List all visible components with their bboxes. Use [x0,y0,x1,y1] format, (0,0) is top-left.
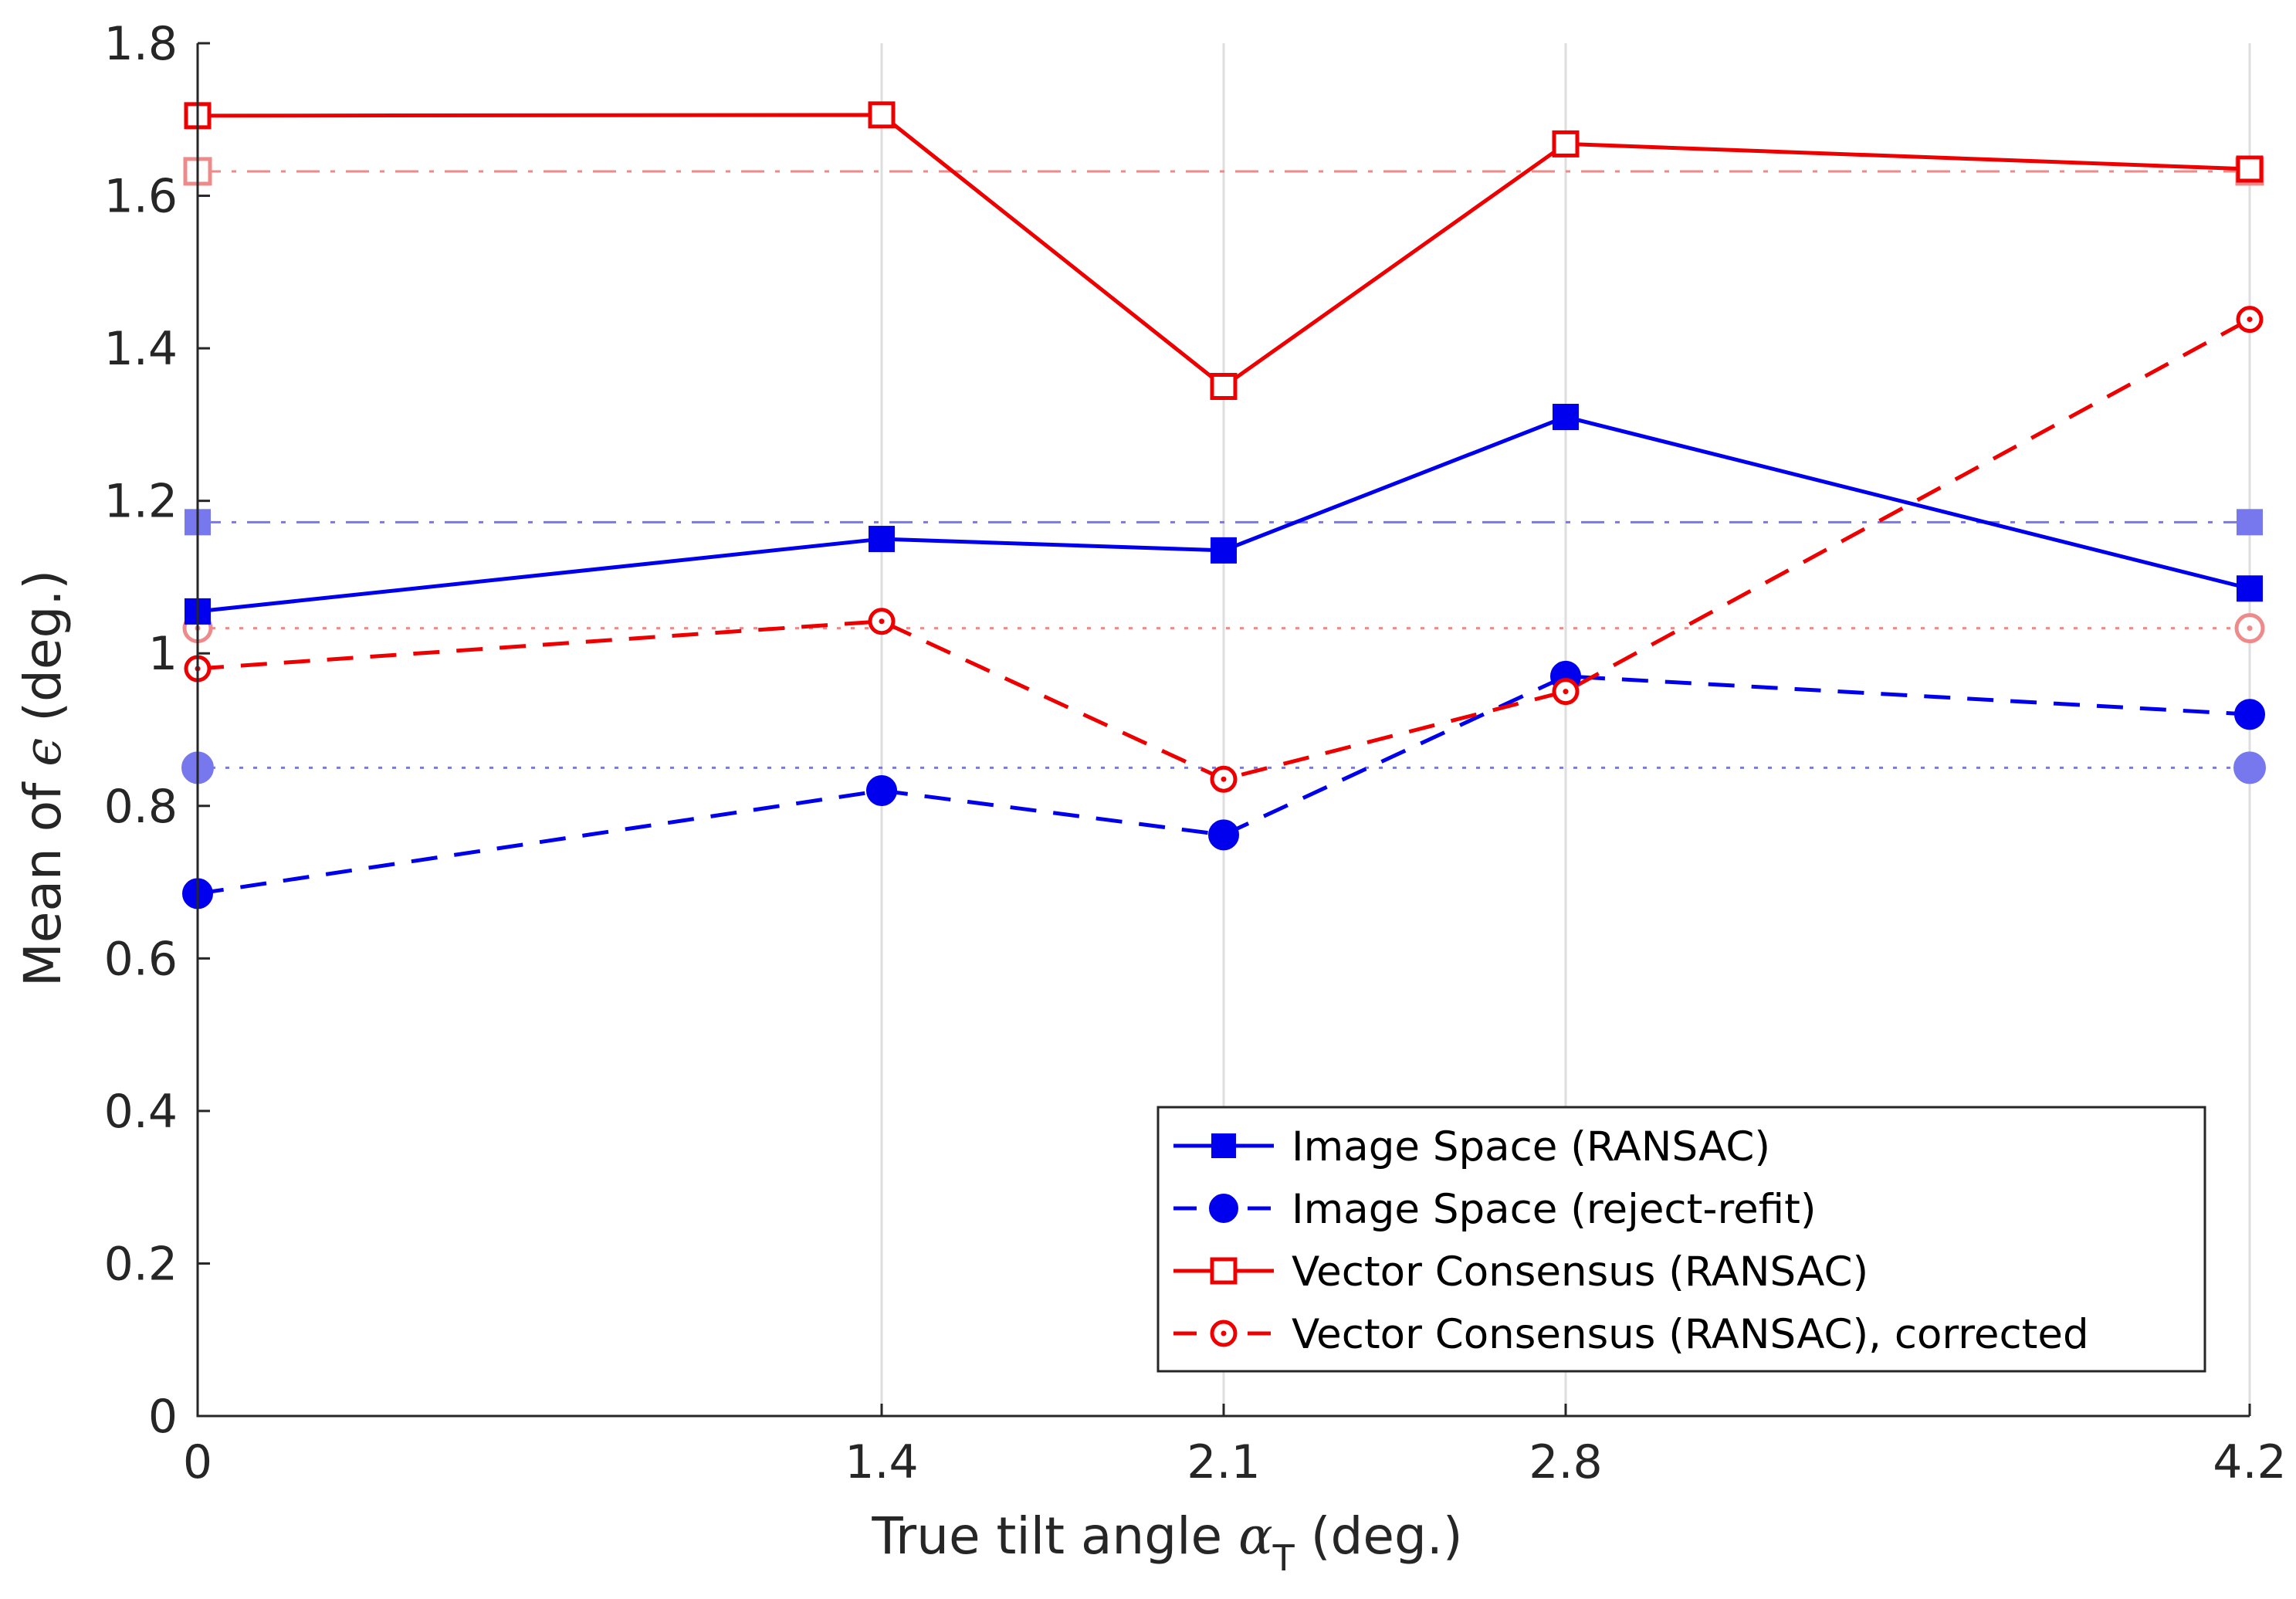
series-vector-consensus-ransac-corrected-point-2-center-dot [1221,776,1227,782]
legend-entry-vector-consensus-ransac-marker [1210,1257,1238,1285]
reference-line-vector-consensus-ransac-corrected-end-marker-center-dot [2247,625,2253,632]
x-axis-title-main: True tilt angle [871,1506,1238,1566]
y-tick-label-1: 0.2 [104,1237,178,1291]
y-axis-title: Mean of ϵ (deg.) [13,570,73,987]
series-vector-consensus-ransac-corrected-point-3-center-dot [1563,689,1569,695]
legend-entry-vector-consensus-ransac-corrected: Vector Consensus (RANSAC), corrected [1173,1311,2089,1358]
series-image-space-ransac-point-2 [1211,537,1237,564]
legend-box [1156,1106,2206,1373]
series-vector-consensus-ransac-corrected-point-1-center-dot [879,618,885,625]
y-tick-label-2: 0.4 [104,1085,178,1139]
legend-entry-vector-consensus-ransac-label: Vector Consensus (RANSAC) [1292,1248,1868,1296]
x-tick-label-4: 4.2 [2213,1435,2286,1489]
reference-line-image-space-ransac-end-marker [2237,509,2263,536]
legend-entry-vector-consensus-ransac-corrected-label: Vector Consensus (RANSAC), corrected [1292,1311,2089,1358]
y-axis-title-prefix: Mean of [13,767,73,987]
series-vector-consensus-ransac-corrected-point-4-center-dot [2247,317,2253,323]
y-tick-label-6: 1.2 [104,475,178,529]
legend-entry-image-space-ransac: Image Space (RANSAC) [1173,1123,1770,1170]
x-axis-title-subscript: T [1272,1537,1295,1579]
y-tick-label-5: 1 [148,627,178,681]
series-image-space-reject-refit-point-2 [1208,819,1239,851]
y-axis-title-suffix: (deg.) [13,570,73,738]
y-axis-ticks: 0 0.2 0.4 0.6 0.8 1 1.2 1.4 1.6 1.8 [104,17,210,1444]
series-image-space-reject-refit-point-1 [866,775,897,807]
x-axis-title-symbol: α [1238,1506,1273,1566]
y-tick-label-4: 0.8 [104,780,178,834]
reference-lines [181,157,2266,784]
x-tick-label-3: 2.8 [1529,1435,1602,1489]
legend-entry-vector-consensus-ransac: Vector Consensus (RANSAC) [1173,1248,1868,1296]
x-tick-label-0: 0 [183,1435,212,1489]
x-tick-label-1: 1.4 [845,1435,918,1489]
reference-line-image-space-reject-refit-end-marker [2233,751,2266,784]
series-vector-consensus-ransac-point-2 [1210,373,1238,400]
legend: Image Space (RANSAC) Image Space (reject-… [1156,1106,2206,1373]
legend-entry-image-space-ransac-label: Image Space (RANSAC) [1292,1123,1770,1170]
y-tick-label-7: 1.4 [104,322,178,376]
y-axis-title-symbol: ϵ [13,738,73,767]
series-vector-consensus-ransac-point-3 [1552,130,1580,158]
series-image-space-ransac-point-1 [869,526,895,553]
legend-entry-image-space-ransac-marker [1211,1133,1236,1158]
series-vector-consensus-ransac-point-4 [2236,155,2264,183]
legend-entry-image-space-reject-refit-label: Image Space (reject-refit) [1292,1186,1817,1233]
x-axis-title-suffix: (deg.) [1295,1506,1463,1566]
series-vector-consensus-ransac-point-1 [868,101,896,129]
series-image-space-ransac-point-4 [2237,575,2263,602]
y-tick-label-9: 1.8 [104,17,178,71]
y-tick-label-3: 0.6 [104,932,178,986]
y-tick-label-8: 1.6 [104,170,178,224]
series-image-space-reject-refit-point-4 [2234,699,2265,730]
legend-entry-image-space-reject-refit: Image Space (reject-refit) [1173,1186,1817,1233]
x-axis-title: True tilt angle αT (deg.) [871,1506,1462,1579]
series-image-space-ransac-point-3 [1553,404,1579,431]
x-axis-ticks: 0 1.4 2.1 2.8 4.2 [183,1404,2287,1489]
legend-entry-image-space-reject-refit-marker [1209,1194,1238,1223]
y-tick-label-0: 0 [148,1390,178,1444]
x-tick-label-2: 2.1 [1187,1435,1260,1489]
legend-entry-vector-consensus-ransac-corrected-marker-center-dot [1221,1330,1227,1336]
